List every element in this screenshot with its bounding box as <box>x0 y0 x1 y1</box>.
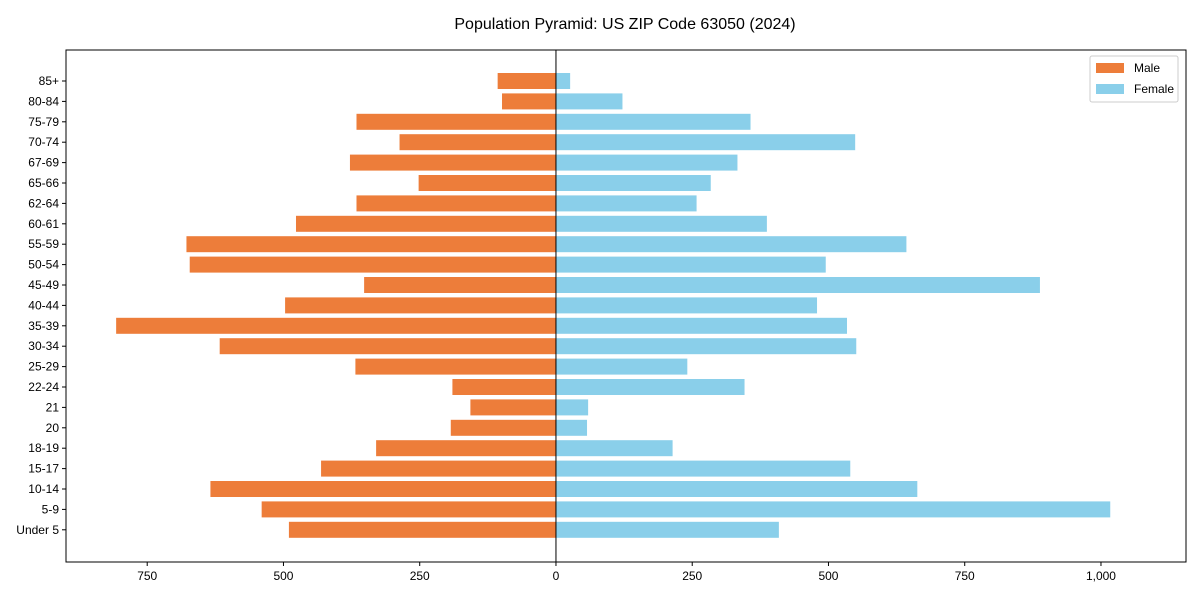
bar-male-40-44 <box>285 297 556 314</box>
bar-female-45-49 <box>555 277 1040 293</box>
y-tick-label: 10-14 <box>28 482 59 496</box>
y-tick-label: 80-84 <box>28 94 59 108</box>
bar-male-18-19 <box>376 440 556 457</box>
legend-label-male: Male <box>1134 61 1160 75</box>
bar-male-45-49 <box>364 277 556 293</box>
bar-male-67-69 <box>349 154 556 171</box>
y-tick-label: 21 <box>46 400 60 414</box>
bar-female-15-17 <box>555 460 851 477</box>
y-tick-label: 60-61 <box>28 217 59 231</box>
y-tick-label: 65-66 <box>28 176 59 190</box>
y-tick-label: 30-34 <box>28 339 59 353</box>
y-tick-label: 18-19 <box>28 441 59 455</box>
y-tick-label: 35-39 <box>28 319 59 333</box>
x-tick-label: 250 <box>682 569 702 583</box>
y-tick-label: 50-54 <box>28 258 59 272</box>
bar-female-55-59 <box>555 236 907 253</box>
bar-female-85+ <box>555 73 571 89</box>
bar-female-30-34 <box>555 338 857 355</box>
bar-female-65-66 <box>555 175 711 191</box>
bar-female-70-74 <box>555 134 856 151</box>
bar-male-85+ <box>497 73 556 89</box>
y-tick-label: 40-44 <box>28 298 59 312</box>
bar-male-35-39 <box>116 317 556 334</box>
legend-swatch-female <box>1096 84 1124 94</box>
bar-female-60-61 <box>555 215 767 232</box>
bar-female-21 <box>555 399 589 416</box>
x-tick-label: 250 <box>410 569 430 583</box>
bar-male-55-59 <box>186 236 556 253</box>
y-tick-label: 67-69 <box>28 156 59 170</box>
bar-male-50-54 <box>189 256 556 273</box>
x-tick-label: 500 <box>818 569 838 583</box>
y-tick-label: 85+ <box>39 74 59 88</box>
bar-female-20 <box>555 419 588 436</box>
bar-male-10-14 <box>210 481 556 497</box>
bar-male-70-74 <box>399 134 556 151</box>
bar-female-80-84 <box>555 93 623 110</box>
bar-male-30-34 <box>219 338 556 355</box>
bar-male-20 <box>450 419 556 436</box>
y-tick-label: 20 <box>46 421 60 435</box>
x-tick-label: 1,000 <box>1086 569 1116 583</box>
y-tick-label: 62-64 <box>28 196 59 210</box>
y-tick-label: 45-49 <box>28 278 59 292</box>
x-tick-label: 750 <box>955 569 975 583</box>
bar-female-75-79 <box>555 113 751 130</box>
bar-female-50-54 <box>555 256 826 273</box>
bar-male-62-64 <box>356 195 556 212</box>
y-tick-label: 15-17 <box>28 462 59 476</box>
x-tick-label: 0 <box>553 569 560 583</box>
bar-male-Under 5 <box>288 521 556 538</box>
x-tick-label: 500 <box>273 569 293 583</box>
y-tick-label: 22-24 <box>28 380 59 394</box>
bar-male-60-61 <box>295 215 556 232</box>
bar-female-25-29 <box>555 358 688 375</box>
bar-female-62-64 <box>555 195 697 212</box>
bar-female-40-44 <box>555 297 818 314</box>
bar-male-25-29 <box>355 358 556 375</box>
bar-female-10-14 <box>555 481 918 497</box>
y-tick-label: 75-79 <box>28 115 59 129</box>
y-tick-label: 70-74 <box>28 135 59 149</box>
y-tick-label: 55-59 <box>28 237 59 251</box>
chart-title: Population Pyramid: US ZIP Code 63050 (2… <box>454 16 795 33</box>
legend: Male Female <box>1089 55 1179 103</box>
bar-female-Under 5 <box>555 521 779 538</box>
bar-male-5-9 <box>261 501 556 518</box>
bar-male-65-66 <box>418 175 556 191</box>
bar-female-18-19 <box>555 440 673 457</box>
legend-label-female: Female <box>1134 82 1174 96</box>
bar-male-75-79 <box>356 113 556 130</box>
bar-female-35-39 <box>555 317 848 334</box>
bar-male-80-84 <box>502 93 556 110</box>
bar-female-5-9 <box>555 501 1111 518</box>
bar-female-67-69 <box>555 154 738 171</box>
plot-frame <box>65 49 1187 563</box>
y-tick-label: Under 5 <box>16 523 59 537</box>
y-tick-label: 25-29 <box>28 360 59 374</box>
bar-male-21 <box>470 399 556 416</box>
bar-female-22-24 <box>555 379 745 395</box>
legend-swatch-male <box>1096 63 1124 73</box>
bar-male-22-24 <box>452 379 556 395</box>
y-tick-label: 5-9 <box>42 502 60 516</box>
bar-male-15-17 <box>321 460 556 477</box>
x-tick-label: 750 <box>137 569 157 583</box>
